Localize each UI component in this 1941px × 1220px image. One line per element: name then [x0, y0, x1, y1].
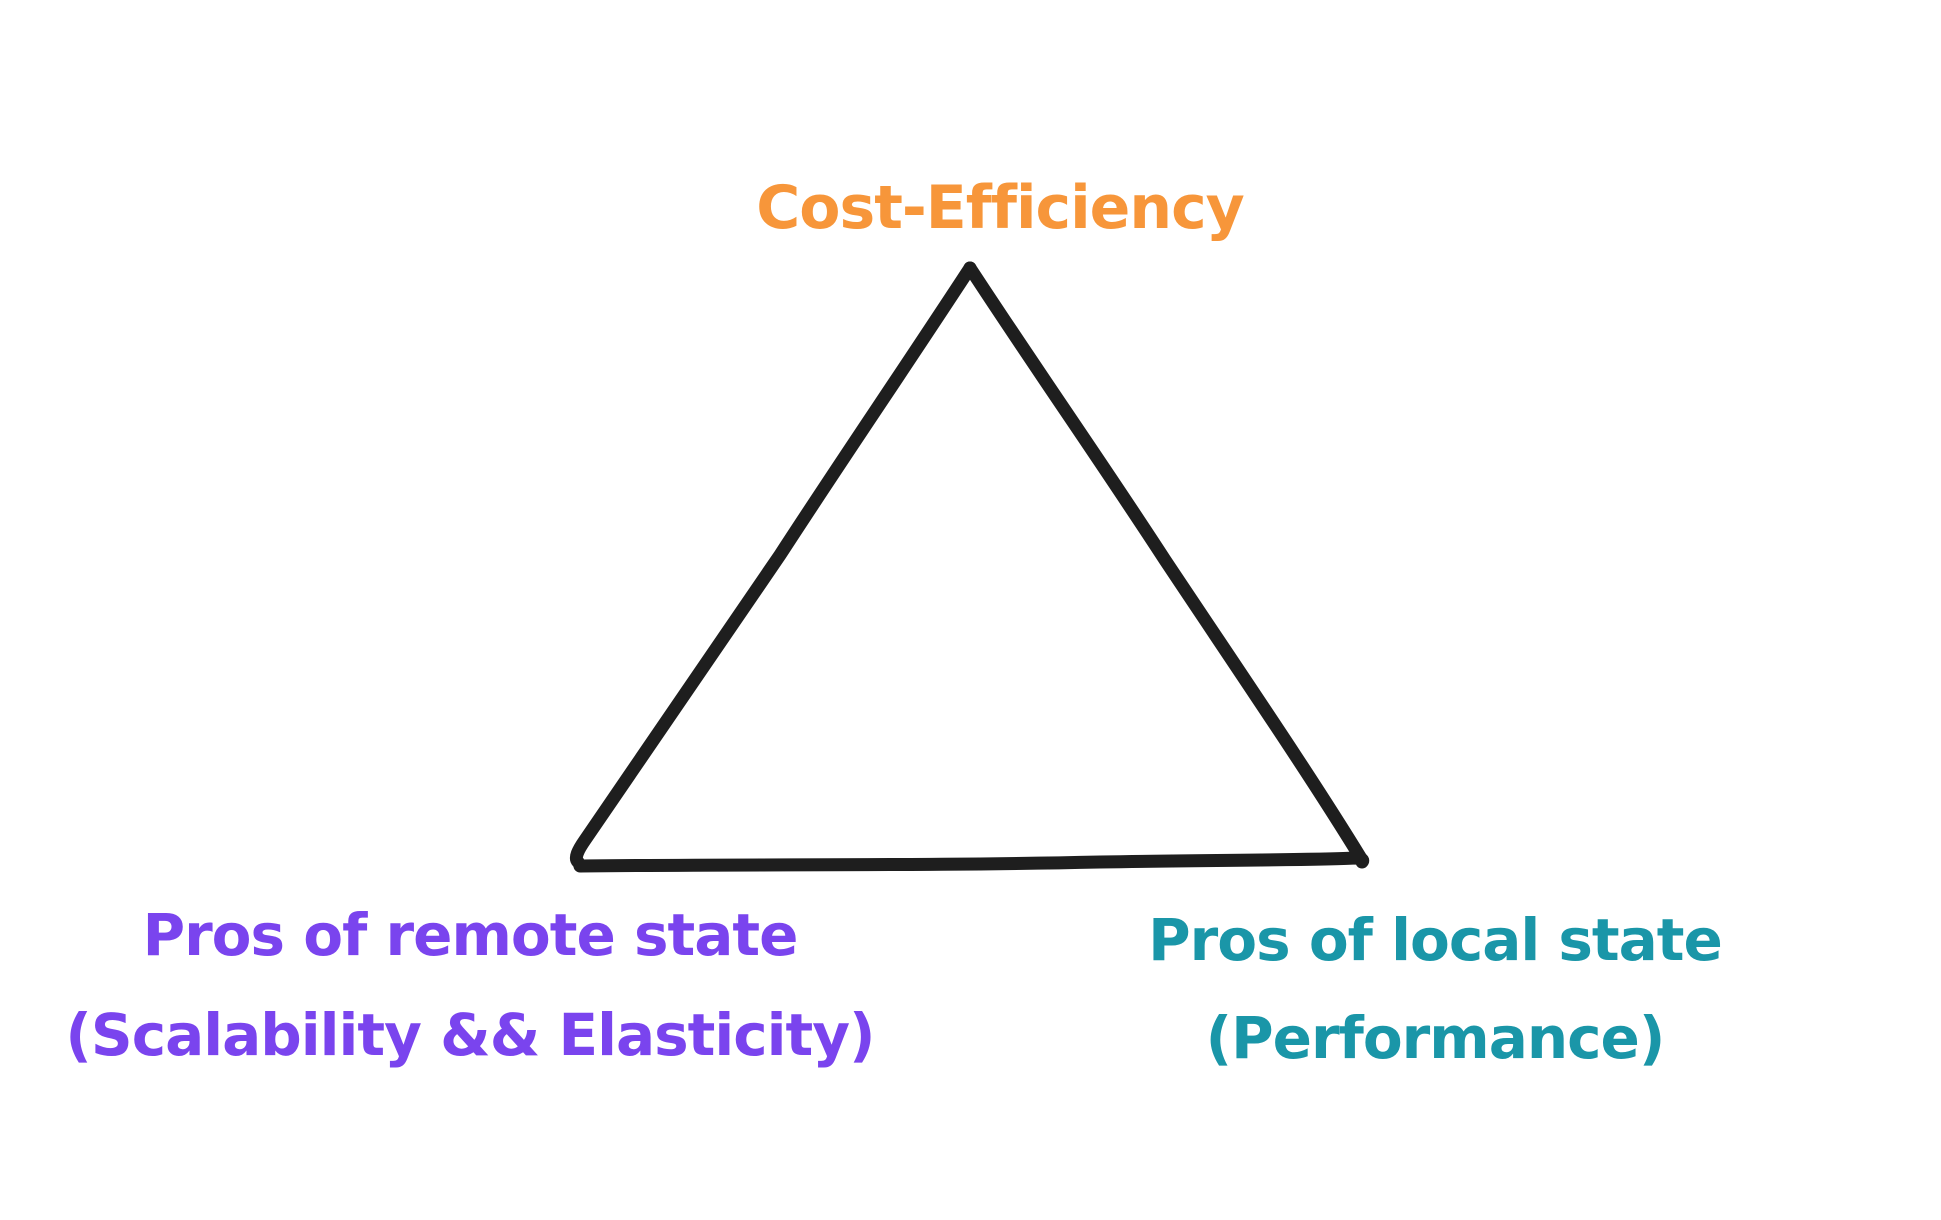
triangle-right-edge [963, 261, 1369, 867]
vertex-label-right-line2: (Performance) [1206, 1004, 1665, 1072]
triangle-left-edge [569, 261, 977, 869]
vertex-label-top: Cost-Efficiency [756, 173, 1244, 243]
vertex-label-left-line1: Pros of remote state [143, 901, 798, 969]
vertex-label-right-line1: Pros of local state [1148, 906, 1722, 974]
vertex-label-left-line2: (Scalability && Elasticity) [65, 1001, 874, 1069]
triangle-base-edge [573, 851, 1370, 873]
